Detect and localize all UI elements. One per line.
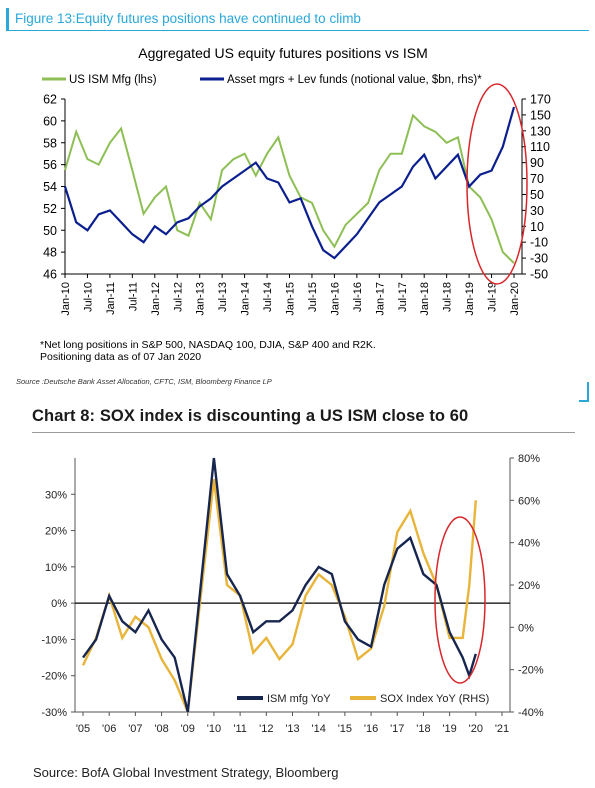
x-tick-label: Jul-18 [442,282,454,312]
legend-positions-label: Asset mgrs + Lev funds (notional value, … [227,74,482,86]
y-left-tick-label: -30% [41,707,67,719]
chart-sox-vs-ism: -30% -20% -10% 0% 10% 20% 30% -40% -20% 0% 20% 40% 6… [41,453,544,735]
y-right-tick-label: -10 [530,236,548,250]
y-right-tick-label: -40% [518,707,544,719]
y-right-tick-label: 40% [518,538,540,550]
y-left-tick-label: 0% [51,598,67,610]
y-left-tick-label: 20% [45,526,67,538]
y-left-tick-label: -20% [41,671,67,683]
x-tick-label: Jul-11 [127,282,139,311]
y-right-tick-label: -20% [518,665,544,677]
x-tick-label: '08 [154,723,168,735]
y-right-tick-label: 90 [530,156,544,170]
figure-title-box: Figure 13:Equity futures positions have … [6,8,589,30]
highlight-ellipse [466,83,528,285]
chart-equity-futures: Aggregated US equity futures positions v… [42,45,551,316]
x-tick-label: '16 [364,723,378,735]
legend-sox-label: SOX Index YoY (RHS) [380,693,489,705]
x-tick-label: '14 [312,723,326,735]
x-tick-label: Jan-18 [419,282,431,316]
y-right-tick-label: 150 [530,108,551,122]
x-tick-label: Jul-10 [82,282,94,312]
x-tick-label: '07 [128,723,142,735]
series-positions-line [63,106,516,260]
y-right-tick-label: 30 [530,204,544,218]
chart1-title: Aggregated US equity futures positions v… [138,45,427,61]
x-tick-label: '17 [390,723,404,735]
x-tick-label: Jul-19 [487,282,499,312]
series-ism-mfg-line [64,113,515,264]
y-right-tick-label: 20% [518,580,540,592]
x-tick-label: Jan-19 [464,282,476,316]
x-tick-label: Jul-15 [307,282,319,312]
y-left-tick-label: 52 [43,202,57,216]
y-right-tick-label: 0% [518,622,534,634]
x-tick-label: Jan-16 [329,282,341,316]
x-tick-label: '06 [102,723,116,735]
x-tick-label: '09 [181,723,195,735]
y-left-tick-label: 60 [43,114,57,128]
y-right-tick-label: 80% [518,453,540,465]
y-right-tick-label: 10 [530,220,544,234]
x-tick-label: Jan-17 [374,282,386,316]
y-left-tick-label: 56 [43,158,57,172]
y-left-tick-label: 58 [43,136,57,150]
x-tick-label: '18 [416,723,430,735]
y-left-tick-label: 50 [43,224,57,238]
chart1-source: Source :Deutsche Bank Asset Allocation, … [16,377,272,386]
chart2-source: Source: BofA Global Investment Strategy,… [33,765,339,780]
x-tick-label: '10 [207,723,221,735]
series-sox-line [81,479,477,713]
x-tick-label: Jul-13 [217,282,229,312]
corner-mark [579,382,589,402]
y-left-tick-label: 46 [43,268,57,282]
y-right-tick-label: -30 [530,252,548,266]
y-right-tick-label: 60% [518,495,540,507]
x-tick-label: Jul-16 [352,282,364,312]
x-tick-label: '21 [495,723,509,735]
figure-title: Figure 13:Equity futures positions have … [15,11,361,26]
x-tick-label: Jan-14 [240,282,252,316]
x-tick-label: '05 [76,723,90,735]
y-right-tick-label: 70 [530,172,544,186]
chart2-title-rule [32,432,575,433]
y-right-tick-label: 170 [530,93,551,107]
x-tick-label: Jul-12 [172,282,184,312]
y-left-tick-label: -10% [41,634,67,646]
y-right-tick-label: 50 [530,188,544,202]
chart2-title: Chart 8: SOX index is discounting a US I… [32,407,469,425]
x-tick-label: '11 [233,723,247,735]
x-tick-label: Jan-11 [105,282,117,315]
y-left-tick-label: 10% [45,562,67,574]
chart1-footnote: *Net long positions in S&P 500, NASDAQ 1… [40,339,376,363]
x-tick-label: '13 [285,723,299,735]
y-left-tick-label: 62 [43,93,57,107]
x-tick-label: Jan-12 [150,282,162,316]
y-right-tick-label: 130 [530,124,551,138]
highlight-ellipse [434,516,486,684]
legend-ism-label: US ISM Mfg (lhs) [69,74,157,86]
x-tick-label: Jan-20 [509,282,521,316]
x-tick-label: Jan-10 [60,282,72,316]
y-right-tick-label: -50 [530,268,548,282]
y-left-tick-label: 54 [43,180,57,194]
x-tick-label: Jan-13 [195,282,207,316]
figure-title-rule [6,30,589,31]
y-left-tick-label: 48 [43,246,57,260]
x-tick-label: '20 [469,723,483,735]
x-tick-label: '15 [338,723,352,735]
y-right-tick-label: 110 [530,140,550,154]
x-tick-label: Jul-14 [262,282,274,312]
legend-ism-label: ISM mfg YoY [267,693,331,705]
x-tick-label: '19 [442,723,456,735]
series-ism-yoy-line [82,457,477,713]
x-tick-label: Jul-17 [397,282,409,312]
y-left-tick-label: 30% [45,489,67,501]
x-tick-label: Jan-15 [285,282,297,316]
x-tick-label: '12 [259,723,273,735]
